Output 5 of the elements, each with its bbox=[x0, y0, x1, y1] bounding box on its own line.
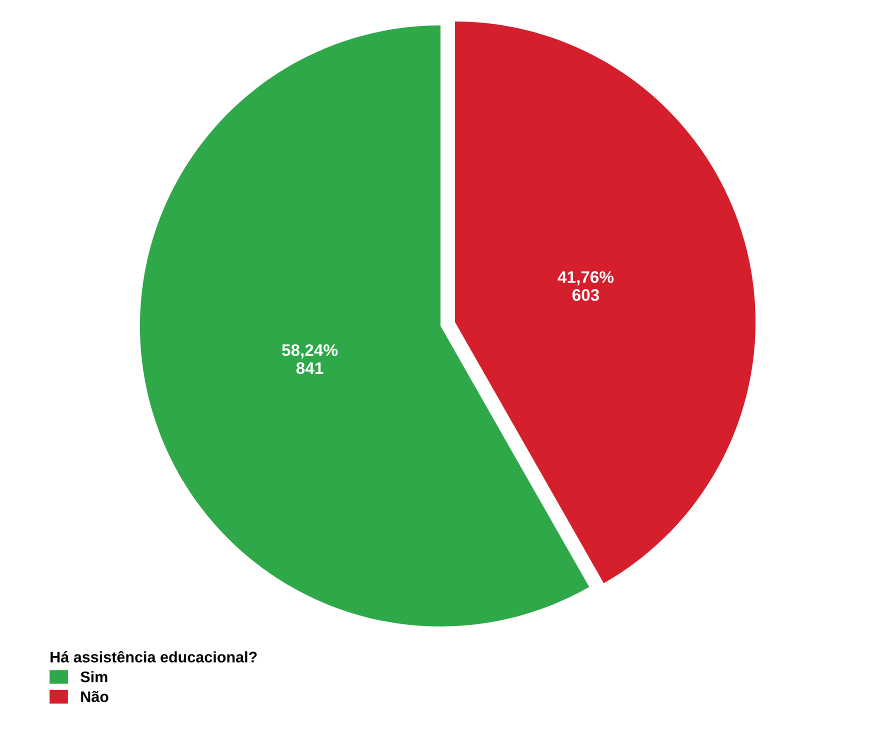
data-label: 58,24% 841 bbox=[282, 344, 338, 374]
data-label: 41,76% 603 bbox=[558, 271, 614, 301]
legend-label: Sim bbox=[80, 671, 108, 682]
legend-title: Há assistência educacional? bbox=[50, 650, 257, 662]
legend-label: Não bbox=[81, 690, 108, 702]
